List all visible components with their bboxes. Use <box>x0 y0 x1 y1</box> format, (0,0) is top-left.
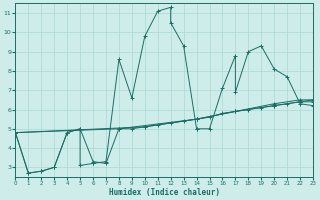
X-axis label: Humidex (Indice chaleur): Humidex (Indice chaleur) <box>109 188 220 197</box>
